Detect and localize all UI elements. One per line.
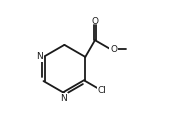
Text: N: N — [36, 52, 43, 61]
Text: O: O — [91, 18, 98, 26]
Text: Cl: Cl — [98, 86, 107, 95]
Text: O: O — [110, 45, 117, 54]
Text: N: N — [60, 94, 67, 103]
